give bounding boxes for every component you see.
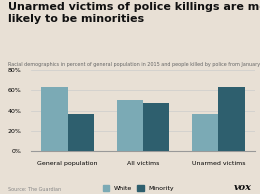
Text: vox: vox — [234, 183, 252, 192]
Text: Unarmed victims of police killings are more
likely to be minorities: Unarmed victims of police killings are m… — [8, 2, 260, 24]
Bar — [192, 114, 218, 151]
Bar — [117, 100, 143, 151]
Bar — [218, 87, 245, 151]
Bar — [68, 114, 94, 151]
Bar — [143, 103, 169, 151]
Text: Racial demographics in percent of general population in 2015 and people killed b: Racial demographics in percent of genera… — [8, 62, 260, 67]
Legend: White, Minority: White, Minority — [103, 185, 174, 191]
Bar — [41, 87, 68, 151]
Text: Source: The Guardian: Source: The Guardian — [8, 187, 61, 192]
